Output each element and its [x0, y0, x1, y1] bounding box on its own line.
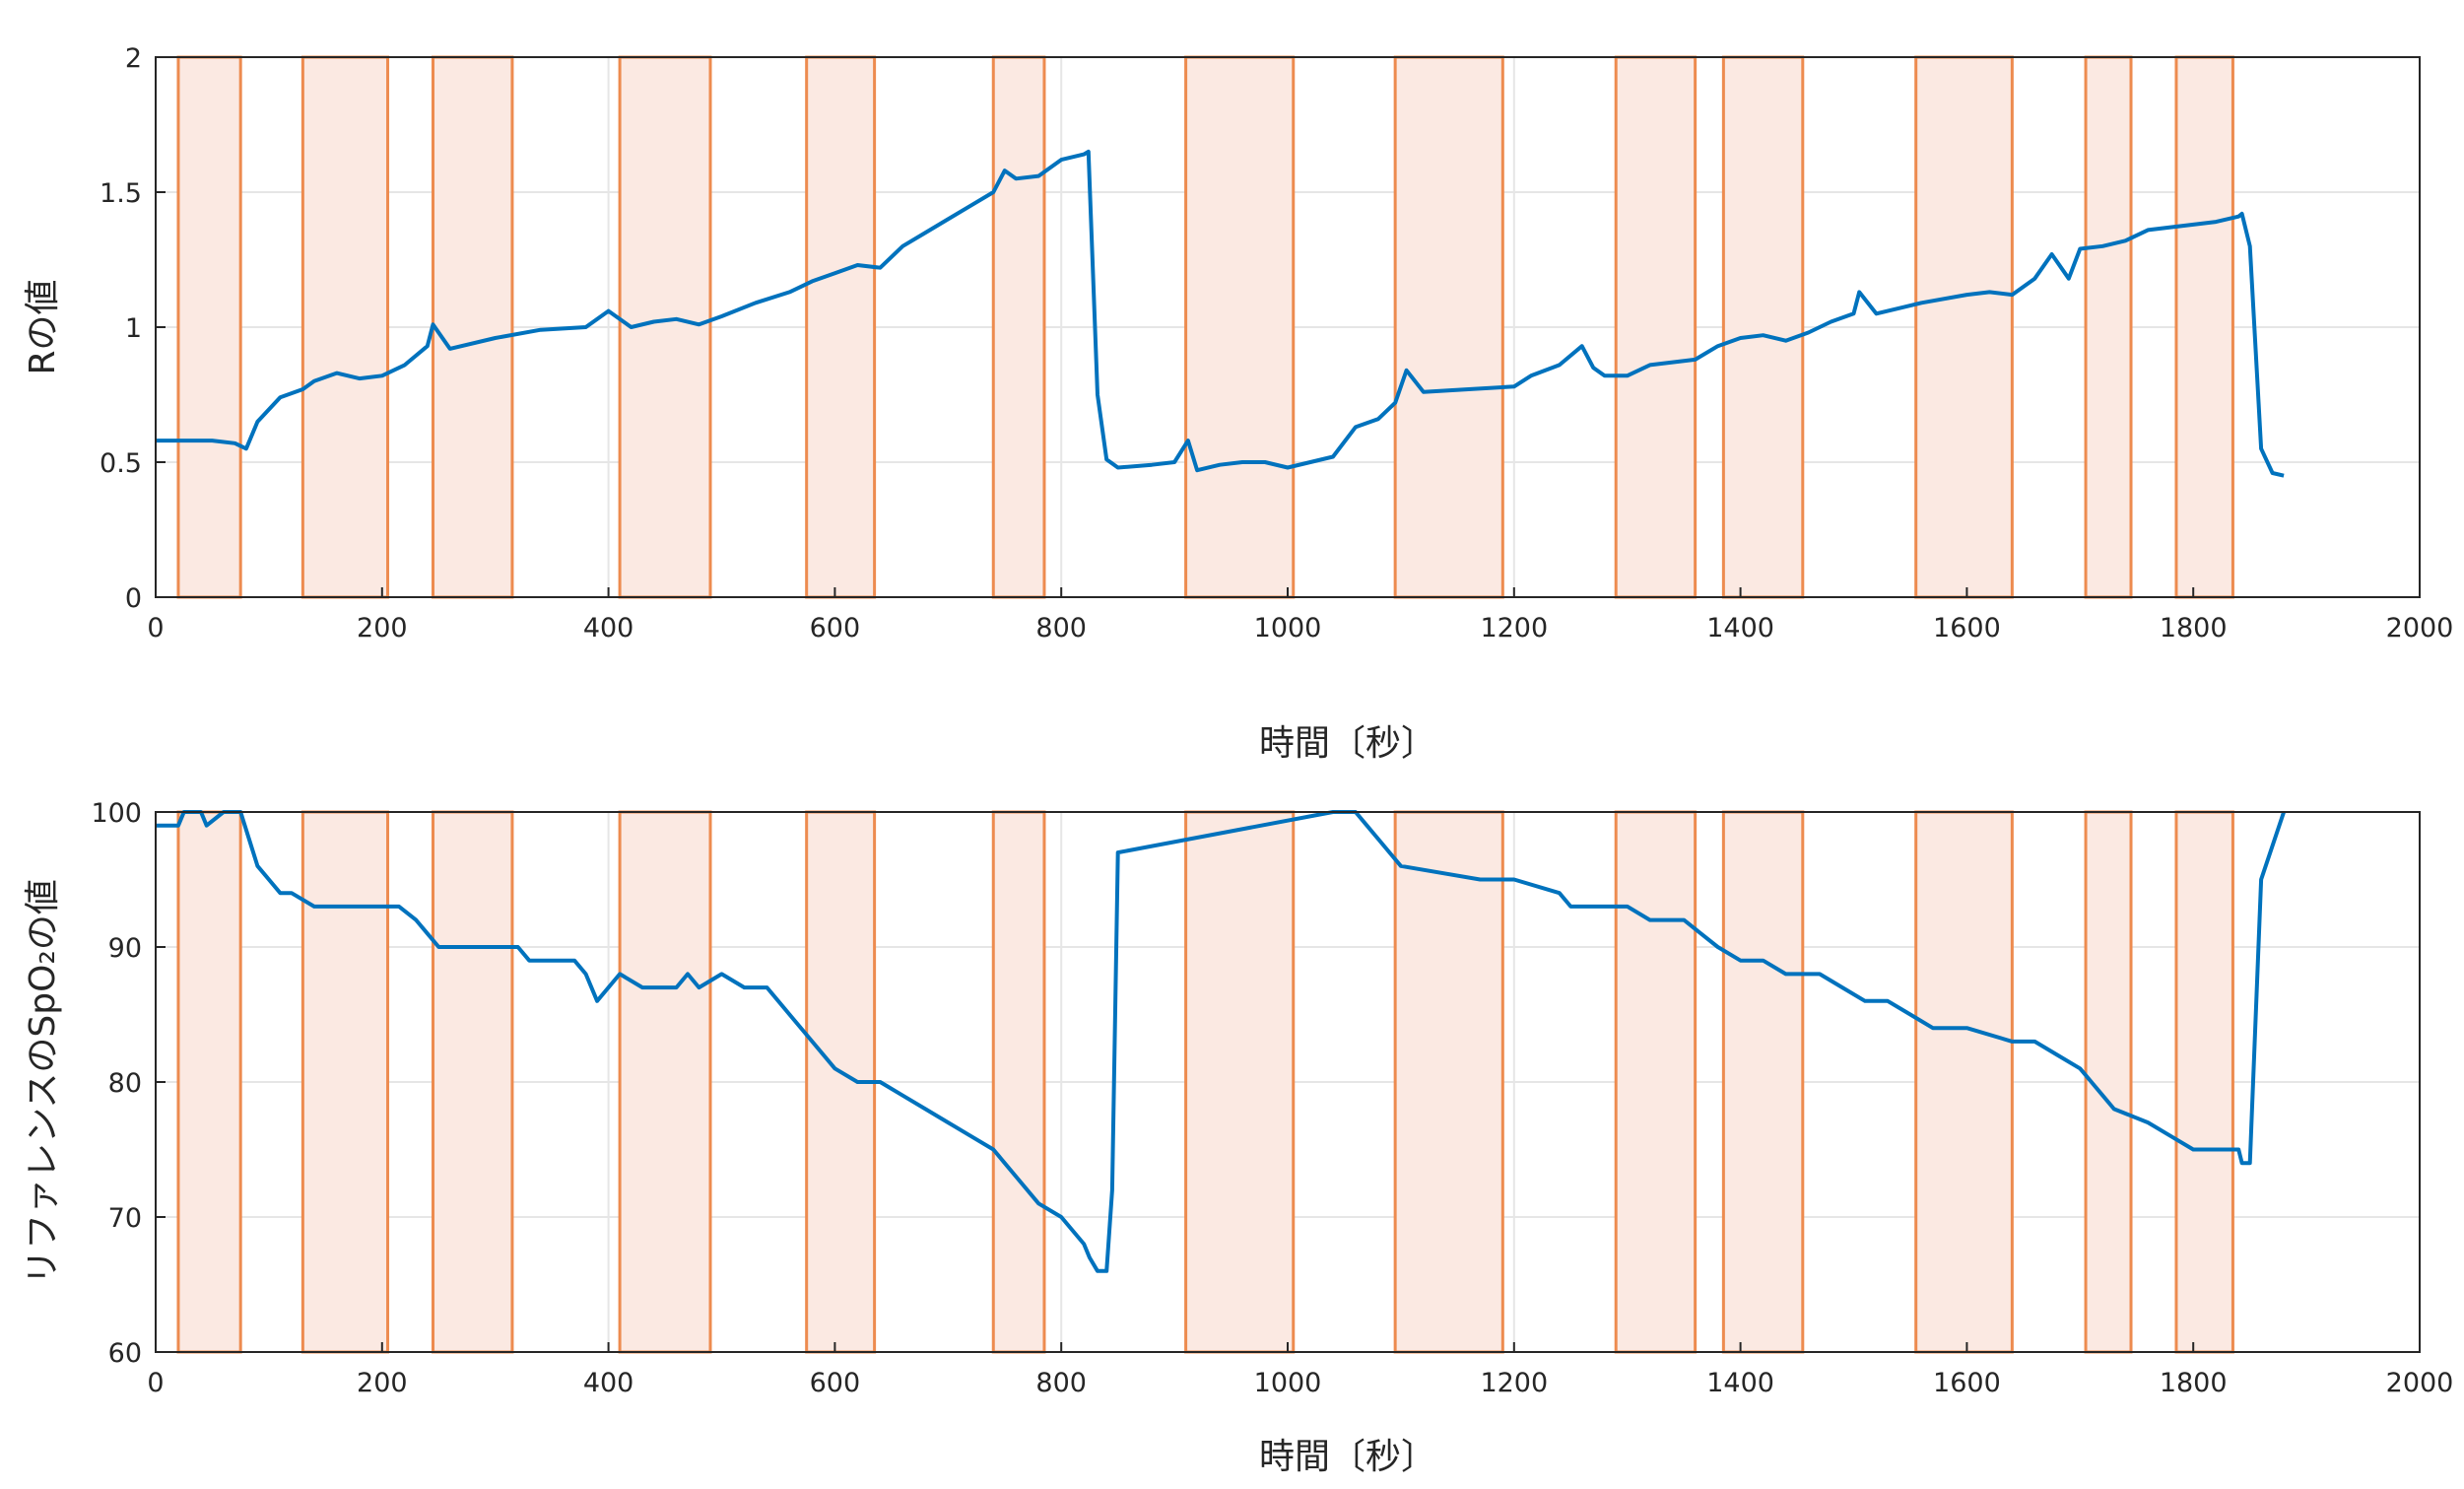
highlight-band — [618, 810, 712, 1354]
y-tick-label: 90 — [108, 933, 142, 964]
highlight-band — [300, 810, 390, 1354]
x-tick-label: 1600 — [1933, 1368, 2001, 1398]
highlight-band — [1914, 810, 2014, 1354]
highlight-band — [1614, 810, 1698, 1354]
highlight-band — [1721, 810, 1805, 1354]
highlight-band — [1393, 55, 1504, 599]
x-tick-label: 1800 — [2160, 1368, 2228, 1398]
highlight-band — [1614, 55, 1698, 599]
y-axis-label: Rの値 — [23, 279, 63, 374]
x-tick-label: 200 — [357, 1368, 408, 1398]
highlight-band — [300, 55, 390, 599]
x-tick-label: 600 — [810, 1368, 861, 1398]
spo2-chart: 0 200 400 600 800 1000 1200 1400 1600 1800 2000 60… — [23, 798, 2453, 1398]
x-tick-label: 600 — [810, 613, 861, 643]
x-tick-label: 1000 — [1254, 613, 1322, 643]
r-value-line — [156, 149, 2285, 478]
y-axis-label: リファレンスのSpO₂の値 — [23, 879, 63, 1285]
x-tick-label: 800 — [1035, 613, 1087, 643]
highlight-band — [2174, 810, 2234, 1354]
x-tick-label: 1800 — [2160, 613, 2228, 643]
y-tick-label: 0 — [125, 583, 142, 614]
x-tick-label: 200 — [357, 613, 408, 643]
y-tick-label: 60 — [108, 1338, 142, 1369]
x-tick-label: 2000 — [2386, 1368, 2454, 1398]
y-tick-label: 80 — [108, 1068, 142, 1099]
x-axis-label-bottom: 時間〔秒〕 — [1259, 1437, 1436, 1477]
x-tick-label: 1200 — [1480, 613, 1548, 643]
x-tick-label: 400 — [583, 613, 634, 643]
r-value-chart: 0 200 400 600 800 1000 1200 1400 1600 1800 2000 00… — [23, 43, 2453, 643]
highlight-band — [1721, 55, 1805, 599]
highlight-band — [991, 55, 1046, 599]
y-tick-label: 1 — [125, 313, 142, 344]
x-tick-label: 800 — [1035, 1368, 1087, 1398]
x-tick-label: 0 — [147, 1368, 164, 1398]
highlight-band — [991, 810, 1046, 1354]
y-tick-label: 100 — [91, 798, 142, 829]
highlight-band — [432, 55, 514, 599]
highlight-band — [2174, 55, 2234, 599]
highlight-band — [1184, 55, 1296, 599]
highlight-band — [1184, 810, 1296, 1354]
x-tick-labels: 0 200 400 600 800 1000 1200 1400 1600 1800 2000 — [147, 587, 2453, 643]
highlight-band — [176, 55, 242, 599]
spo2-line — [156, 810, 2286, 1273]
y-tick-label: 1.5 — [100, 178, 142, 209]
highlight-bands — [176, 55, 2234, 599]
highlight-band — [2084, 55, 2133, 599]
y-tick-label: 2 — [125, 43, 142, 74]
highlight-band — [176, 810, 242, 1354]
x-tick-label: 0 — [147, 613, 164, 643]
y-tick-label: 70 — [108, 1203, 142, 1234]
x-axis-label-background — [1210, 711, 1486, 773]
highlight-band — [1914, 55, 2014, 599]
highlight-bands — [176, 810, 2234, 1354]
highlight-band — [432, 810, 514, 1354]
x-tick-label: 400 — [583, 1368, 634, 1398]
x-axis-label-top: 時間〔秒〕 — [1259, 723, 1436, 764]
x-tick-label: 1600 — [1933, 613, 2001, 643]
highlight-band — [1393, 810, 1504, 1354]
x-tick-label: 1000 — [1254, 1368, 1322, 1398]
y-tick-label: 0.5 — [100, 448, 142, 479]
y-tick-labels: 60 70 80 90 100 — [91, 798, 166, 1369]
x-tick-label: 1400 — [1706, 613, 1774, 643]
x-tick-label: 1200 — [1480, 1368, 1548, 1398]
x-tick-labels: 0 200 400 600 800 1000 1200 1400 1600 1800 2000 — [147, 1342, 2453, 1398]
x-tick-label: 1400 — [1706, 1368, 1774, 1398]
x-tick-label: 2000 — [2386, 613, 2454, 643]
y-tick-labels: 0 0.5 1 1.5 2 — [100, 43, 166, 614]
highlight-band — [805, 55, 877, 599]
